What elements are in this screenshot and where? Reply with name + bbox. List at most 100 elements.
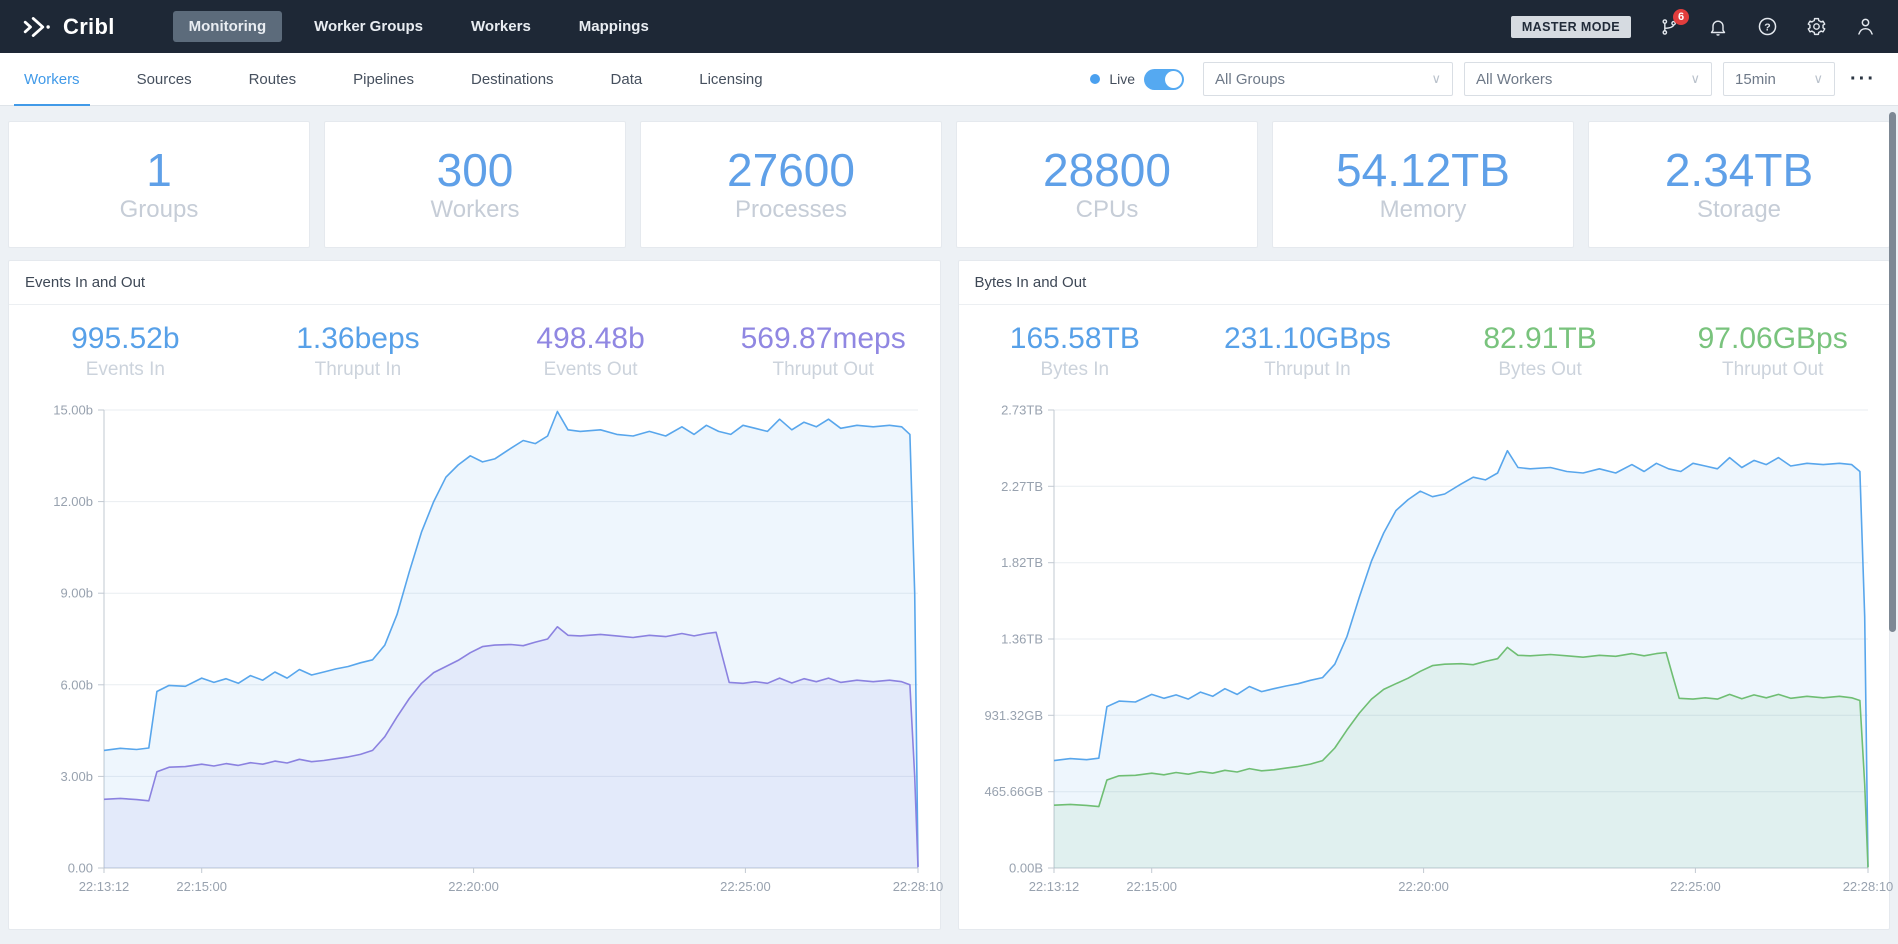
card-workers: 300 Workers: [324, 121, 626, 248]
tab-licensing[interactable]: Licensing: [699, 70, 763, 88]
svg-text:3.00b: 3.00b: [61, 768, 94, 783]
notifications-bell-icon[interactable]: [1707, 16, 1729, 38]
time-range-value: 15min: [1735, 70, 1776, 88]
stat-thruput-in: 231.10GBps Thruput In: [1191, 322, 1424, 381]
stat-value: 569.87meps: [740, 322, 906, 355]
svg-text:22:15:00: 22:15:00: [177, 879, 228, 894]
card-label: Processes: [734, 196, 848, 224]
card-storage: 2.34TB Storage: [1588, 121, 1890, 248]
cribl-logo[interactable]: Cribl: [22, 14, 115, 40]
git-branch-icon[interactable]: 6: [1658, 8, 1689, 38]
card-value: 54.12TB: [1336, 143, 1510, 196]
summary-cards-row: 1 Groups 300 Workers 27600 Processes 288…: [8, 121, 1890, 248]
tab-workers[interactable]: Workers: [14, 53, 90, 106]
events-in-out-panel: Events In and Out 995.52b Events In 1.36…: [8, 260, 944, 930]
card-label: Memory: [1379, 196, 1467, 224]
svg-text:9.00b: 9.00b: [61, 585, 94, 600]
top-nav-menu: Monitoring Worker Groups Workers Mapping…: [172, 11, 665, 42]
stat-value: 1.36beps: [296, 322, 420, 355]
logo-text: Cribl: [63, 13, 115, 39]
settings-gear-icon[interactable]: [1805, 16, 1827, 38]
stat-bytes-in: 165.58TB Bytes In: [959, 322, 1192, 381]
stat-label: Events In: [85, 358, 165, 380]
workers-filter-select[interactable]: All Workers ∨: [1464, 62, 1713, 96]
card-value: 28800: [1043, 143, 1171, 196]
card-value: 27600: [727, 143, 855, 196]
help-icon[interactable]: ?: [1756, 16, 1778, 38]
live-control: Live: [1090, 68, 1185, 90]
stat-bytes-out: 82.91TB Bytes Out: [1424, 322, 1657, 381]
bytes-stats-row: 165.58TB Bytes In 231.10GBps Thruput In …: [959, 305, 1890, 390]
vertical-scrollbar[interactable]: [1889, 112, 1896, 632]
card-label: CPUs: [1075, 196, 1139, 224]
stat-value: 82.91TB: [1483, 322, 1597, 355]
monitoring-sub-nav: Workers Sources Routes Pipelines Destina…: [0, 53, 1898, 106]
notification-count-badge: 6: [1673, 8, 1689, 25]
live-label: Live: [1109, 71, 1136, 87]
user-profile-icon[interactable]: [1854, 16, 1876, 38]
workers-filter-value: All Workers: [1476, 70, 1553, 88]
card-value: 1: [146, 143, 172, 196]
card-value: 300: [436, 143, 514, 196]
stat-events-out: 498.48b Events Out: [474, 322, 707, 381]
panel-title: Bytes In and Out: [958, 261, 1889, 305]
stat-value: 995.52b: [71, 322, 180, 355]
card-cpus: 28800 CPUs: [956, 121, 1258, 248]
tab-pipelines[interactable]: Pipelines: [353, 70, 414, 88]
live-indicator-dot: [1090, 74, 1101, 84]
stat-thruput-in: 1.36beps Thruput In: [242, 322, 475, 381]
stat-label: Bytes In: [1040, 358, 1110, 380]
svg-text:22:13:12: 22:13:12: [1028, 879, 1079, 894]
svg-text:15.00b: 15.00b: [53, 402, 93, 417]
groups-filter-select[interactable]: All Groups ∨: [1203, 62, 1454, 96]
events-in-out-chart: 0.00 3.00b 6.00b 9.00b 12.00b 15.00b 22:13:12 2…: [53, 402, 943, 894]
svg-text:465.66GB: 465.66GB: [984, 784, 1043, 799]
svg-text:1.36TB: 1.36TB: [1001, 631, 1043, 646]
svg-text:0.00B: 0.00B: [1009, 860, 1043, 875]
nav-item-monitoring[interactable]: Monitoring: [172, 11, 283, 42]
cribl-logo-icon: [22, 14, 54, 40]
more-menu-icon[interactable]: ···: [1850, 68, 1876, 90]
stat-events-in: 995.52b Events In: [9, 322, 242, 381]
tab-routes[interactable]: Routes: [248, 70, 297, 88]
nav-item-worker-groups[interactable]: Worker Groups: [314, 18, 424, 35]
top-nav-right: MASTER MODE 6 ?: [1510, 8, 1876, 38]
tab-destinations[interactable]: Destinations: [471, 70, 554, 88]
chart-panels-row: Events In and Out 995.52b Events In 1.36…: [8, 260, 1893, 930]
svg-text:22:15:00: 22:15:00: [1126, 879, 1177, 894]
card-label: Storage: [1696, 196, 1782, 224]
live-toggle[interactable]: [1144, 68, 1185, 90]
stat-label: Events Out: [543, 358, 638, 380]
bytes-in-out-panel: Bytes In and Out 165.58TB Bytes In 231.1…: [957, 260, 1893, 930]
events-stats-row: 995.52b Events In 1.36beps Thruput In 49…: [9, 305, 940, 390]
chevron-down-icon: ∨: [1431, 71, 1442, 86]
svg-text:1.82TB: 1.82TB: [1001, 555, 1043, 570]
panel-title: Events In and Out: [9, 261, 940, 305]
stat-label: Thruput In: [1264, 358, 1351, 380]
svg-text:22:20:00: 22:20:00: [1398, 879, 1449, 894]
card-groups: 1 Groups: [8, 121, 310, 248]
stat-label: Bytes Out: [1498, 358, 1582, 380]
svg-text:22:28:10: 22:28:10: [1842, 879, 1893, 894]
time-range-select[interactable]: 15min ∨: [1723, 62, 1836, 96]
card-value: 2.34TB: [1664, 143, 1814, 196]
stat-value: 165.58TB: [1009, 322, 1140, 355]
sub-nav-controls: Live All Groups ∨ All Workers ∨ 15min ∨ …: [1090, 62, 1884, 96]
svg-text:2.27TB: 2.27TB: [1001, 478, 1043, 493]
bytes-in-out-chart: 0.00B 465.66GB 931.32GB 1.36TB 1.82TB 2.27TB 2…: [984, 402, 1893, 894]
nav-item-workers[interactable]: Workers: [471, 18, 531, 35]
card-memory: 54.12TB Memory: [1272, 121, 1574, 248]
chevron-down-icon: ∨: [1813, 71, 1824, 86]
tab-data[interactable]: Data: [610, 70, 643, 88]
stat-label: Thruput Out: [772, 358, 874, 380]
svg-text:22:25:00: 22:25:00: [1670, 879, 1721, 894]
stat-label: Thruput In: [314, 358, 402, 380]
stat-value: 498.48b: [536, 322, 645, 355]
nav-item-mappings[interactable]: Mappings: [578, 18, 649, 35]
svg-text:12.00b: 12.00b: [53, 494, 93, 509]
svg-text:6.00b: 6.00b: [61, 677, 94, 692]
svg-text:22:28:10: 22:28:10: [893, 879, 944, 894]
sub-nav-tabs: Workers Sources Routes Pipelines Destina…: [14, 53, 773, 106]
svg-text:931.32GB: 931.32GB: [984, 707, 1043, 722]
tab-sources[interactable]: Sources: [136, 70, 192, 88]
